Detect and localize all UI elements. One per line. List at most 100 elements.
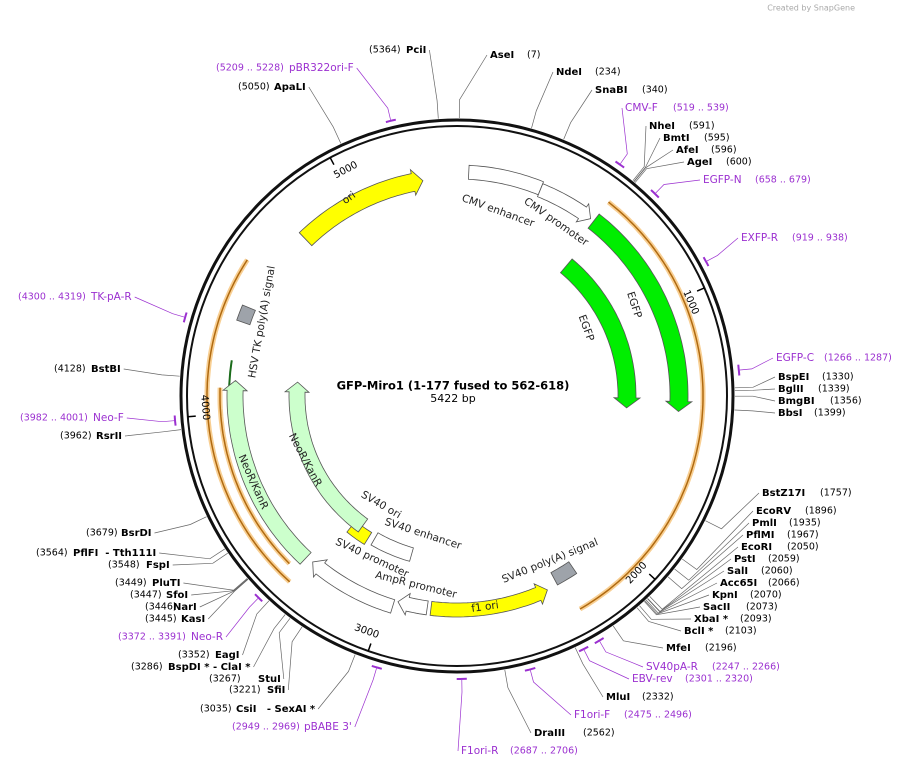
site-name: BsrDI — [121, 528, 152, 539]
feature — [559, 258, 642, 409]
site-position: (3286) — [131, 662, 163, 673]
site-leader — [172, 552, 228, 566]
primer-leader — [134, 296, 185, 318]
site-leader — [645, 582, 718, 614]
site-leader — [632, 125, 647, 181]
site-position: (3446) — [145, 602, 177, 613]
site-position: (1896) — [805, 506, 837, 517]
site-name: KpnI — [712, 590, 738, 601]
site-position: (595) — [704, 133, 730, 144]
site-leader — [674, 522, 750, 581]
site-position: (3447) — [130, 590, 162, 601]
feature — [236, 304, 256, 326]
site-name: EcoRI — [741, 542, 772, 553]
site-leader — [154, 516, 207, 534]
site-leader — [278, 618, 291, 680]
primer-leader — [739, 357, 774, 371]
site-name: SfiI — [267, 685, 285, 696]
primer-leader — [225, 598, 259, 638]
site-position: (2060) — [761, 566, 793, 577]
site-leader — [159, 548, 225, 560]
feature — [221, 379, 312, 565]
site-name: PstI — [734, 554, 756, 565]
feature-label: f1 ori — [471, 599, 500, 615]
site-leader — [458, 54, 488, 119]
site-position: (3679) — [86, 528, 118, 539]
primer-bar — [182, 312, 188, 323]
tick-mark — [367, 643, 372, 652]
site-leader — [429, 49, 439, 119]
site-leader — [639, 605, 692, 620]
site-position: (2050) — [787, 542, 819, 553]
primer-leader — [457, 679, 463, 752]
site-leader — [287, 626, 303, 691]
site-leader — [649, 546, 739, 610]
primer-range: (658 .. 679) — [755, 175, 811, 186]
feature-label: AmpR promoter — [374, 569, 459, 601]
primer-range: (919 .. 938) — [792, 233, 848, 244]
site-position: (234) — [595, 67, 621, 78]
site-name: MfeI — [666, 643, 691, 654]
feature — [550, 561, 578, 586]
plasmid-name: GFP-Miro1 (1-177 fused to 562-618) — [337, 379, 570, 393]
tick-mark — [329, 157, 335, 166]
feature — [298, 168, 424, 247]
site-name: PmlI — [752, 518, 777, 529]
site-leader — [705, 492, 760, 530]
site-position: (2093) — [740, 614, 772, 625]
primer-range: (2687 .. 2706) — [510, 746, 578, 757]
site-position: (5364) — [369, 45, 401, 56]
site-position: (3267) — [209, 674, 241, 685]
site-position: (3962) — [60, 431, 92, 442]
primer-name: TK-pA-R — [90, 291, 132, 303]
site-position: (2059) — [768, 554, 800, 565]
primer-bar — [614, 160, 625, 169]
site-name: XbaI * — [694, 614, 729, 625]
site-position: (3564) — [36, 548, 68, 559]
site-position: (4128) — [54, 364, 86, 375]
feature-label: EGFP — [576, 313, 597, 343]
site-position: (3445) — [145, 614, 177, 625]
primer-name: pBR322ori-F — [289, 62, 354, 74]
primer-range: (2247 .. 2266) — [712, 662, 780, 673]
site-name: CsiI - SexAI * — [236, 704, 316, 715]
site-position: (1935) — [789, 518, 821, 529]
primer-range: (2949 .. 2969) — [232, 722, 300, 733]
primer-name: F1ori-R — [461, 745, 498, 757]
site-position: (3548) — [108, 560, 140, 571]
primer-bar — [371, 664, 383, 670]
site-position: (1339) — [818, 384, 850, 395]
site-name: SacII — [703, 602, 730, 613]
primer-bar — [650, 189, 660, 199]
site-position: (3449) — [115, 578, 147, 589]
tick-mark — [648, 573, 656, 580]
site-name: StuI — [258, 674, 281, 685]
site-name: PluTI — [152, 578, 180, 589]
site-position: (591) — [689, 121, 715, 132]
primer-leader — [126, 417, 175, 423]
site-position: (7) — [527, 50, 540, 61]
primer-range: (5209 .. 5228) — [216, 63, 284, 74]
tick-label: 3000 — [353, 622, 381, 641]
site-name: EcoRV — [756, 506, 791, 517]
site-name: NheI — [649, 121, 675, 132]
orf-line — [579, 201, 704, 610]
primer-name: EXFP-R — [741, 232, 778, 244]
site-name: NarI — [173, 602, 197, 613]
site-leader — [681, 510, 754, 570]
primer-name: CMV-F — [625, 102, 658, 114]
site-leader — [317, 654, 356, 710]
site-leader — [612, 625, 664, 649]
tick-mark — [696, 287, 705, 292]
feature-label: CMV enhancer — [460, 192, 536, 230]
site-leader — [183, 578, 248, 591]
site-position: (2070) — [750, 590, 782, 601]
primer-range: (1266 .. 1287) — [824, 353, 892, 364]
site-position: (3221) — [229, 685, 261, 696]
site-leader — [308, 86, 342, 144]
site-leader — [207, 579, 249, 620]
primer-name: Neo-F — [93, 412, 124, 424]
primer-name: EGFP-C — [776, 352, 814, 364]
primer-leader — [530, 670, 572, 716]
site-leader — [633, 149, 674, 182]
